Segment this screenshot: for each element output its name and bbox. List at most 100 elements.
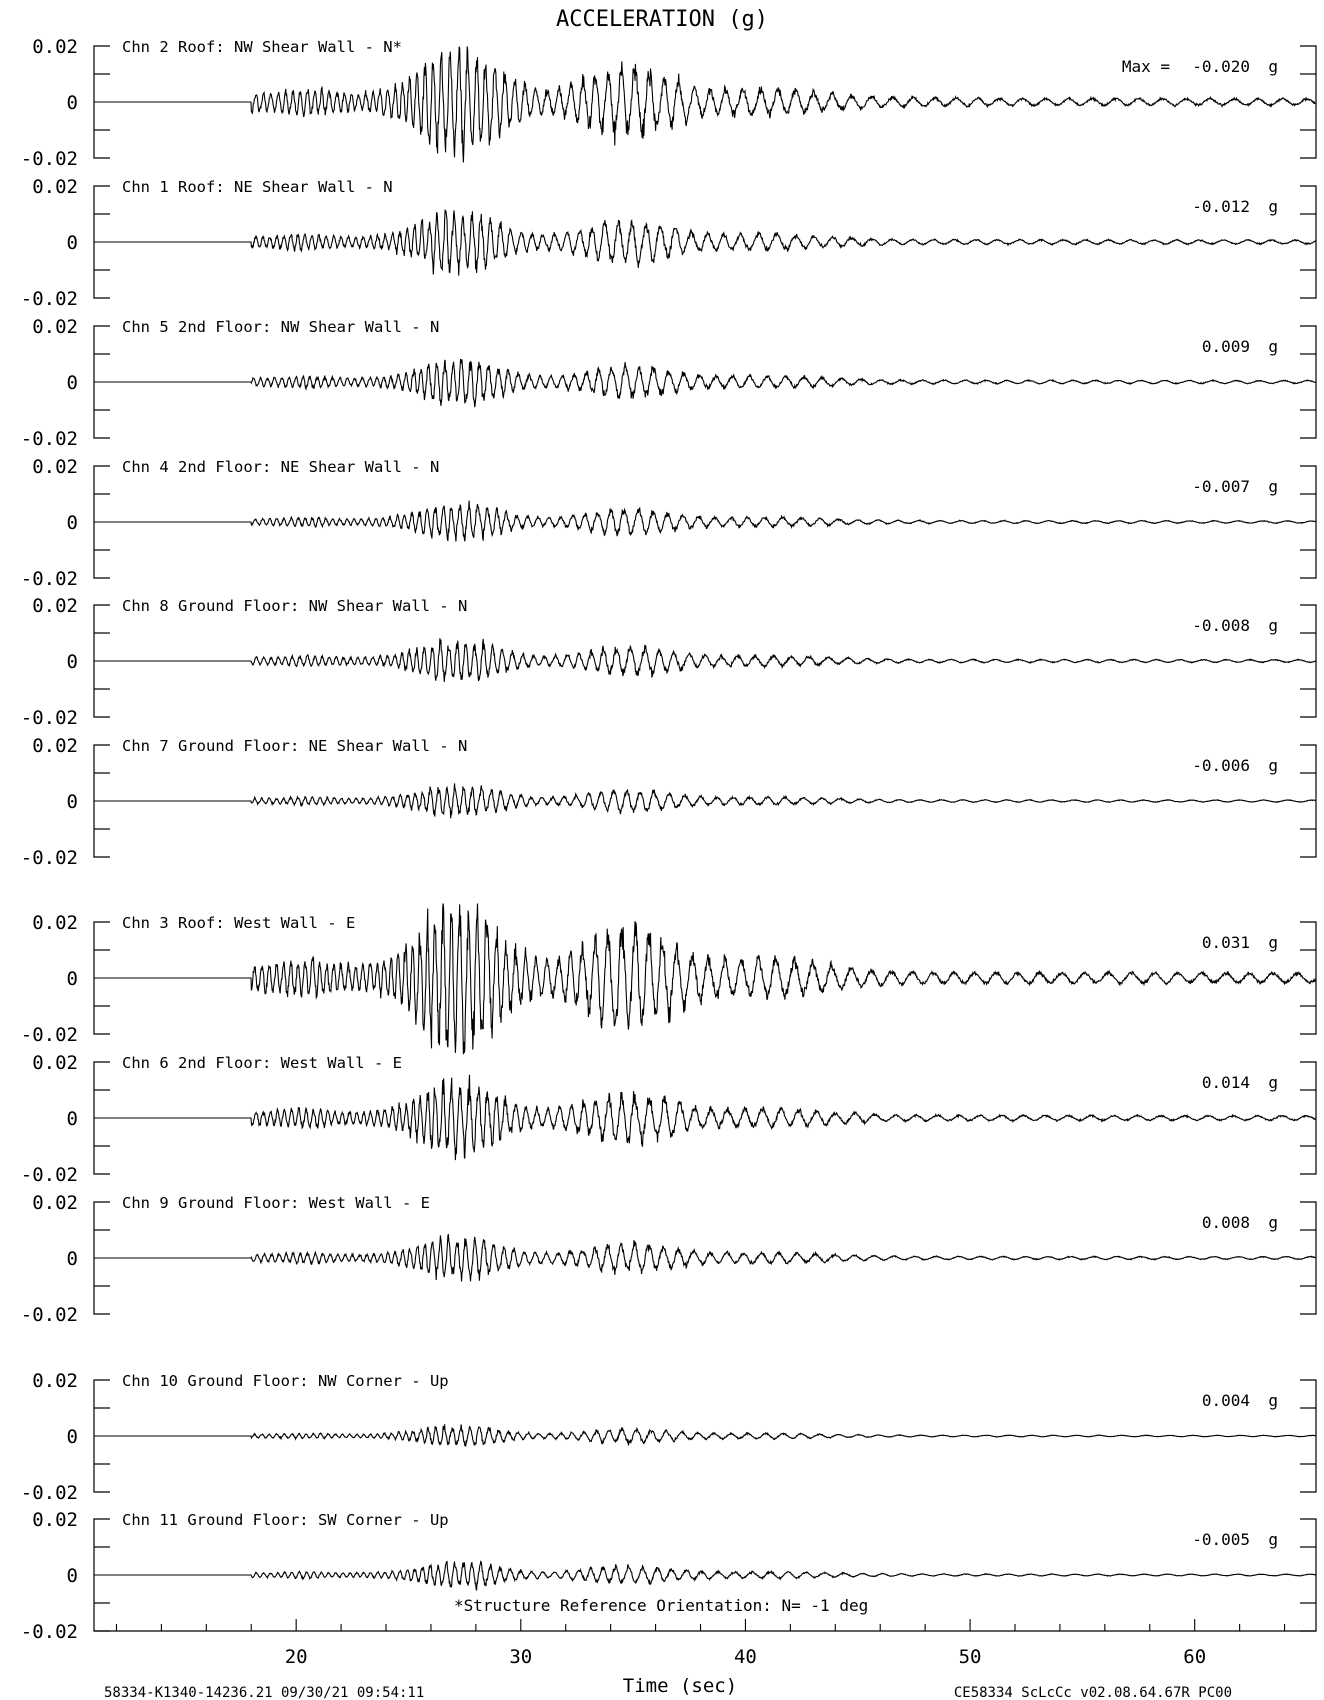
y-tick-label: 0 [67, 1248, 78, 1270]
max-unit-label: g [1268, 1213, 1278, 1232]
reference-note: *Structure Reference Orientation: N= -1 … [454, 1596, 868, 1615]
acceleration-trace [94, 46, 1317, 163]
right-axis-bracket [1300, 921, 1317, 1035]
max-unit-label: g [1268, 197, 1278, 216]
y-tick-label: 0 [67, 232, 78, 254]
channel-panel: 0.02 0 -0.02 Chn 9 Ground Floor: West Wall … [21, 1192, 1317, 1326]
channel-panel: 0.02 0 -0.02 Chn 7 Ground Floor: NE Shear W… [21, 735, 1317, 869]
y-tick-label: -0.02 [21, 288, 78, 310]
channel-panel: 0.02 0 -0.02 Chn 10 Ground Floor: NW Corner… [21, 1370, 1317, 1504]
channel-panel: 0.02 0 -0.02 Chn 8 Ground Floor: NW Shear W… [21, 595, 1317, 729]
channel-label: Chn 5 2nd Floor: NW Shear Wall - N [122, 318, 439, 336]
acceleration-trace [94, 783, 1317, 819]
channel-panel: 0.02 0 -0.02 Chn 2 Roof: NW Shear Wall - N*… [21, 36, 1317, 170]
x-tick-label: 40 [734, 1646, 757, 1668]
channel-label: Chn 3 Roof: West Wall - E [122, 914, 355, 932]
y-tick-label: 0.02 [32, 735, 78, 757]
max-value-label: 0.014 [1202, 1073, 1250, 1092]
y-tick-label: -0.02 [21, 1304, 78, 1326]
y-tick-label: 0 [67, 1565, 78, 1587]
y-tick-label: 0.02 [32, 595, 78, 617]
y-tick-label: 0 [67, 1426, 78, 1448]
acceleration-trace [94, 1424, 1316, 1447]
right-axis-bracket [1300, 744, 1317, 858]
max-value-label: -0.020 [1192, 57, 1250, 76]
y-tick-label: -0.02 [21, 1024, 78, 1046]
y-tick-label: -0.02 [21, 148, 78, 170]
y-tick-label: 0 [67, 372, 78, 394]
y-tick-label: 0.02 [32, 456, 78, 478]
max-unit-label: g [1268, 57, 1278, 76]
channel-label: Chn 6 2nd Floor: West Wall - E [122, 1054, 402, 1072]
channel-panel: 0.02 0 -0.02 Chn 3 Roof: West Wall - E 0.031… [21, 903, 1317, 1055]
y-tick-label: 0.02 [32, 1052, 78, 1074]
y-tick-label: 0.02 [32, 1370, 78, 1392]
channel-label: Chn 11 Ground Floor: SW Corner - Up [122, 1511, 449, 1529]
y-tick-label: -0.02 [21, 847, 78, 869]
y-tick-label: 0 [67, 1108, 78, 1130]
channel-label: Chn 10 Ground Floor: NW Corner - Up [122, 1372, 449, 1390]
right-axis-bracket [1300, 1061, 1317, 1175]
max-unit-label: g [1268, 756, 1278, 775]
max-value-label: -0.012 [1192, 197, 1250, 216]
max-value-label: -0.006 [1192, 756, 1250, 775]
chart-title: ACCELERATION (g) [556, 7, 768, 32]
y-tick-label: 0.02 [32, 1192, 78, 1214]
channel-panels: 0.02 0 -0.02 Chn 2 Roof: NW Shear Wall - N*… [21, 36, 1317, 1643]
right-axis-bracket [1300, 185, 1317, 299]
channel-panel: 0.02 0 -0.02 Chn 5 2nd Floor: NW Shear Wall… [21, 316, 1317, 450]
max-unit-label: g [1268, 933, 1278, 952]
y-tick-label: 0 [67, 651, 78, 673]
max-unit-label: g [1268, 616, 1278, 635]
y-tick-label: 0 [67, 791, 78, 813]
y-tick-label: 0.02 [32, 176, 78, 198]
max-prefix-label: Max = [1122, 57, 1170, 76]
y-tick-label: 0.02 [32, 912, 78, 934]
max-value-label: 0.009 [1202, 337, 1250, 356]
max-value-label: 0.004 [1202, 1391, 1250, 1410]
y-tick-label: -0.02 [21, 428, 78, 450]
y-tick-label: -0.02 [21, 1164, 78, 1186]
max-unit-label: g [1268, 1530, 1278, 1549]
max-unit-label: g [1268, 1073, 1278, 1092]
y-tick-label: 0 [67, 512, 78, 534]
footer-right: CE58334 ScLcCc v02.08.64.67R PC00 [954, 1685, 1232, 1700]
max-unit-label: g [1268, 337, 1278, 356]
acceleration-trace [94, 638, 1317, 682]
x-tick-label: 60 [1183, 1646, 1206, 1668]
channel-panel: 0.02 0 -0.02 Chn 1 Roof: NE Shear Wall - N -… [21, 176, 1317, 310]
acceleration-trace [94, 1234, 1317, 1282]
channel-label: Chn 4 2nd Floor: NE Shear Wall - N [122, 458, 439, 476]
y-tick-label: 0.02 [32, 316, 78, 338]
acceleration-trace [94, 1560, 1317, 1591]
channel-label: Chn 9 Ground Floor: West Wall - E [122, 1194, 430, 1212]
x-axis: 20 30 40 50 60 [94, 1619, 1316, 1668]
y-tick-label: 0.02 [32, 1509, 78, 1531]
acceleration-trace [94, 358, 1317, 408]
right-axis-bracket [1300, 45, 1317, 159]
y-tick-label: -0.02 [21, 568, 78, 590]
max-unit-label: g [1268, 1391, 1278, 1410]
x-axis-label: Time (sec) [623, 1675, 737, 1697]
x-tick-label: 30 [509, 1646, 532, 1668]
y-tick-label: 0 [67, 92, 78, 114]
acceleration-trace [94, 903, 1317, 1055]
max-unit-label: g [1268, 477, 1278, 496]
max-value-label: 0.008 [1202, 1213, 1250, 1232]
max-value-label: -0.008 [1192, 616, 1250, 635]
acceleration-trace [94, 1074, 1317, 1161]
max-value-label: -0.007 [1192, 477, 1250, 496]
max-value-label: 0.031 [1202, 933, 1250, 952]
channel-label: Chn 2 Roof: NW Shear Wall - N* [122, 38, 402, 56]
acceleration-trace [94, 500, 1317, 542]
channel-panel: 0.02 0 -0.02 Chn 6 2nd Floor: West Wall - E… [21, 1052, 1317, 1186]
channel-label: Chn 7 Ground Floor: NE Shear Wall - N [122, 737, 467, 755]
y-tick-label: -0.02 [21, 1621, 78, 1643]
y-tick-label: 0 [67, 968, 78, 990]
right-axis-bracket [1300, 325, 1317, 439]
y-tick-label: -0.02 [21, 1482, 78, 1504]
channel-panel: 0.02 0 -0.02 Chn 4 2nd Floor: NE Shear Wall… [21, 456, 1317, 590]
y-tick-label: 0.02 [32, 36, 78, 58]
acceleration-trace [94, 209, 1317, 276]
